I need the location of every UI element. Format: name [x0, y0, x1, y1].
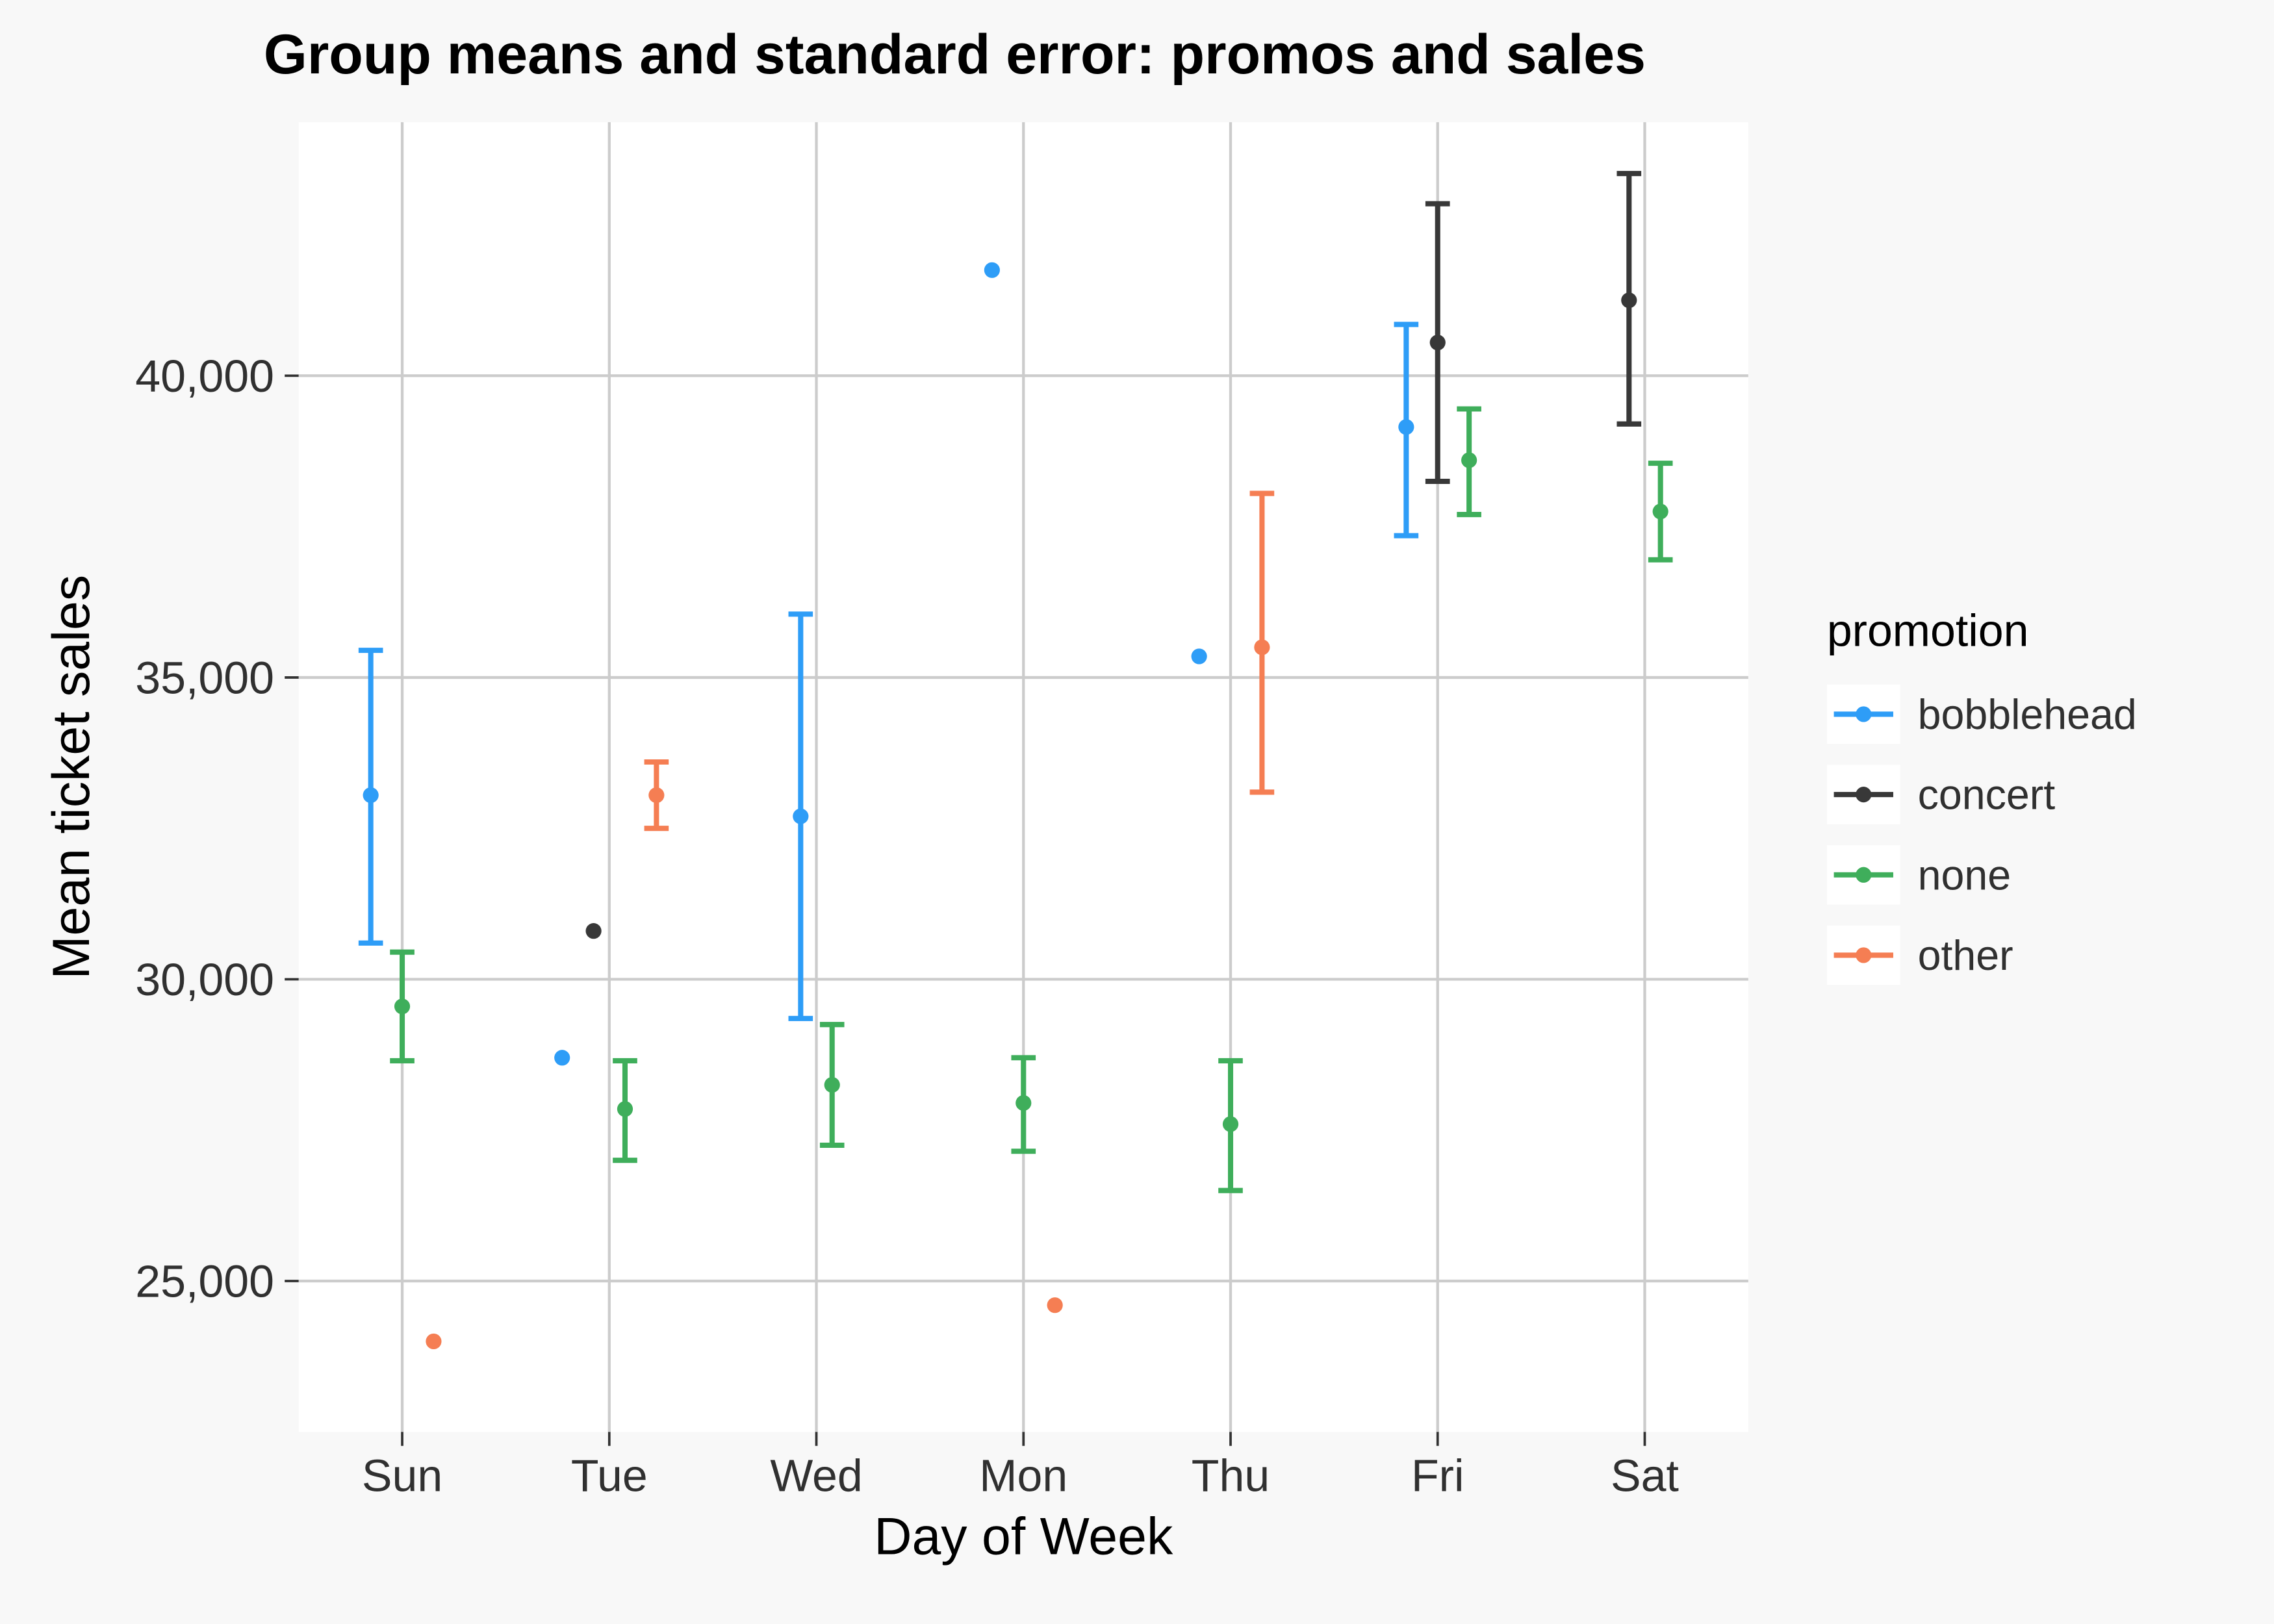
legend-item: none [1827, 845, 2011, 904]
legend-label: other [1918, 932, 2013, 979]
legend-label: bobblehead [1918, 691, 2137, 738]
chart-title: Group means and standard error: promos a… [264, 23, 1646, 86]
y-tick-label: 40,000 [135, 351, 274, 401]
legend-title: promotion [1827, 605, 2029, 656]
mean-point [648, 787, 664, 803]
x-tick-label: Wed [770, 1451, 862, 1501]
x-tick-label: Tue [571, 1451, 648, 1501]
mean-point [1016, 1095, 1031, 1111]
mean-point [1653, 503, 1668, 519]
mean-point [1398, 419, 1414, 435]
x-tick-label: Sun [362, 1451, 442, 1501]
mean-point [984, 262, 1000, 278]
y-tick-label: 35,000 [135, 652, 274, 703]
x-tick-label: Sat [1611, 1451, 1679, 1501]
x-tick-label: Fri [1411, 1451, 1464, 1501]
mean-point [793, 809, 808, 824]
mean-point [1621, 292, 1637, 308]
legend-item: bobblehead [1827, 685, 2137, 744]
mean-point [394, 998, 410, 1014]
mean-point [1192, 648, 1207, 664]
legend-key-point [1856, 787, 1871, 802]
mean-point [617, 1101, 633, 1117]
mean-point [554, 1050, 570, 1065]
mean-point [426, 1334, 441, 1349]
x-axis-label: Day of Week [874, 1507, 1173, 1566]
mean-point [1461, 452, 1477, 468]
legend-key-point [1856, 706, 1871, 722]
legend-item: concert [1827, 765, 2055, 824]
mean-point [824, 1077, 840, 1093]
x-tick-label: Mon [979, 1451, 1067, 1501]
y-tick-label: 30,000 [135, 954, 274, 1005]
mean-point [585, 923, 601, 939]
mean-point [363, 787, 379, 803]
mean-point [1223, 1116, 1238, 1132]
y-axis-label: Mean ticket sales [42, 575, 101, 980]
y-tick-label: 25,000 [135, 1256, 274, 1306]
legend-item: other [1827, 926, 2013, 985]
legend-label: concert [1918, 772, 2056, 818]
legend-key-point [1856, 867, 1871, 883]
mean-point [1254, 639, 1270, 655]
mean-point [1047, 1297, 1063, 1313]
error-bar-chart: 25,000 30,000 35,000 40,000 Sun Tue Wed Mon Thu… [0, 0, 2274, 1624]
x-tick-label: Thu [1192, 1451, 1270, 1501]
legend-label: none [1918, 852, 2012, 898]
legend-key-point [1856, 947, 1871, 963]
mean-point [1430, 335, 1446, 350]
